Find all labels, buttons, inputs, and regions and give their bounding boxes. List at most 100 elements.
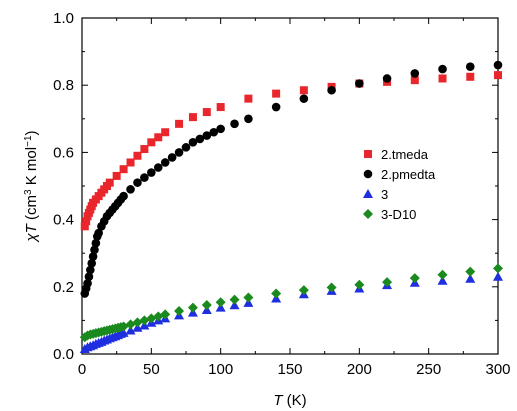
y-axis: 0.0 0.2 0.4 0.6 0.8 1.0 xyxy=(53,10,498,363)
x-tick-label: 250 xyxy=(416,361,441,378)
y-axis-unit-b: K mol xyxy=(23,147,40,190)
data-point xyxy=(87,258,97,268)
data-point xyxy=(188,113,197,122)
data-point xyxy=(465,62,475,72)
data-point xyxy=(90,245,99,255)
data-point xyxy=(209,127,219,137)
data-point xyxy=(125,325,136,335)
data-point xyxy=(105,178,114,187)
data-point xyxy=(161,128,170,137)
data-point xyxy=(147,138,156,147)
data-point xyxy=(140,145,149,154)
data-point xyxy=(493,263,503,274)
data-point xyxy=(438,74,447,83)
series-4 xyxy=(79,263,503,343)
data-point xyxy=(354,279,365,290)
x-tick-label: 150 xyxy=(277,361,302,378)
data-point xyxy=(382,74,392,83)
y-axis-sup-2: −1 xyxy=(23,135,34,147)
x-axis: 0 50 100 150 200 250 300 xyxy=(78,18,511,378)
legend-marker xyxy=(363,189,373,198)
data-point xyxy=(160,158,170,167)
data-point xyxy=(133,178,142,187)
legend-marker xyxy=(363,169,373,179)
legend-label: 2.tmeda xyxy=(381,147,429,162)
data-point xyxy=(181,143,191,152)
y-tick-label: 0.0 xyxy=(53,346,74,363)
data-point xyxy=(86,265,95,275)
x-tick-label: 0 xyxy=(78,361,86,378)
data-point xyxy=(175,119,184,128)
x-tick-label: 50 xyxy=(143,361,160,378)
data-point xyxy=(229,300,240,310)
x-tick-label: 300 xyxy=(485,361,510,378)
x-axis-title: T (K) xyxy=(273,392,306,409)
data-point xyxy=(229,294,240,305)
data-point xyxy=(154,133,163,142)
x-tick-label: 100 xyxy=(208,361,233,378)
data-point xyxy=(494,71,502,80)
series-2 xyxy=(80,60,503,298)
data-point xyxy=(327,85,336,95)
data-point xyxy=(409,273,420,284)
legend-item: 2.tmeda xyxy=(364,147,429,162)
legend-marker xyxy=(364,150,372,158)
y-tick-label: 1.0 xyxy=(53,10,74,27)
data-point xyxy=(140,173,149,182)
data-points xyxy=(79,60,503,353)
data-point xyxy=(326,282,337,293)
data-point xyxy=(201,299,212,310)
y-axis-unit-c: ) xyxy=(23,130,40,135)
y-tick-label: 0.6 xyxy=(53,144,74,161)
x-axis-unit: (K) xyxy=(283,392,307,409)
data-point xyxy=(382,277,393,288)
data-point xyxy=(215,297,226,308)
data-point xyxy=(465,266,476,277)
plot-area xyxy=(81,17,499,355)
data-point xyxy=(84,272,94,282)
data-point xyxy=(119,165,128,174)
legend-label: 3-D10 xyxy=(381,207,416,222)
data-point xyxy=(188,138,198,147)
data-point xyxy=(355,79,364,88)
data-point xyxy=(187,302,198,313)
data-point xyxy=(438,64,447,74)
data-point xyxy=(80,222,89,231)
data-point xyxy=(244,94,253,103)
y-axis-sup-1: 3 xyxy=(23,189,34,195)
data-point xyxy=(216,124,225,134)
data-point xyxy=(272,89,281,98)
y-axis-unit-a: (cm xyxy=(23,195,40,224)
legend-item: 3-D10 xyxy=(363,207,416,222)
data-point xyxy=(493,60,503,70)
data-point xyxy=(94,228,103,238)
data-point xyxy=(83,279,92,288)
legend-item: 2.pmedta xyxy=(363,167,436,182)
legend-item: 3 xyxy=(363,187,388,202)
data-point xyxy=(466,72,475,81)
data-point xyxy=(410,76,419,85)
legend-label: 2.pmedta xyxy=(381,167,436,182)
series-3 xyxy=(79,271,503,353)
data-point xyxy=(410,69,420,78)
data-point xyxy=(216,103,225,112)
data-point xyxy=(202,108,211,117)
data-point xyxy=(126,158,135,167)
data-point xyxy=(195,134,205,144)
legend-marker xyxy=(363,209,373,219)
data-point xyxy=(167,153,177,162)
data-point xyxy=(244,114,253,124)
x-axis-var: T xyxy=(273,392,284,409)
data-point xyxy=(160,309,171,320)
data-point xyxy=(147,168,156,177)
data-point xyxy=(153,163,163,172)
series-1 xyxy=(80,71,502,231)
data-point xyxy=(112,171,121,180)
data-point xyxy=(133,151,142,160)
data-point xyxy=(91,238,101,248)
data-point xyxy=(271,102,281,112)
plot-frame xyxy=(81,17,499,355)
data-point xyxy=(493,271,503,281)
data-point xyxy=(202,131,212,140)
